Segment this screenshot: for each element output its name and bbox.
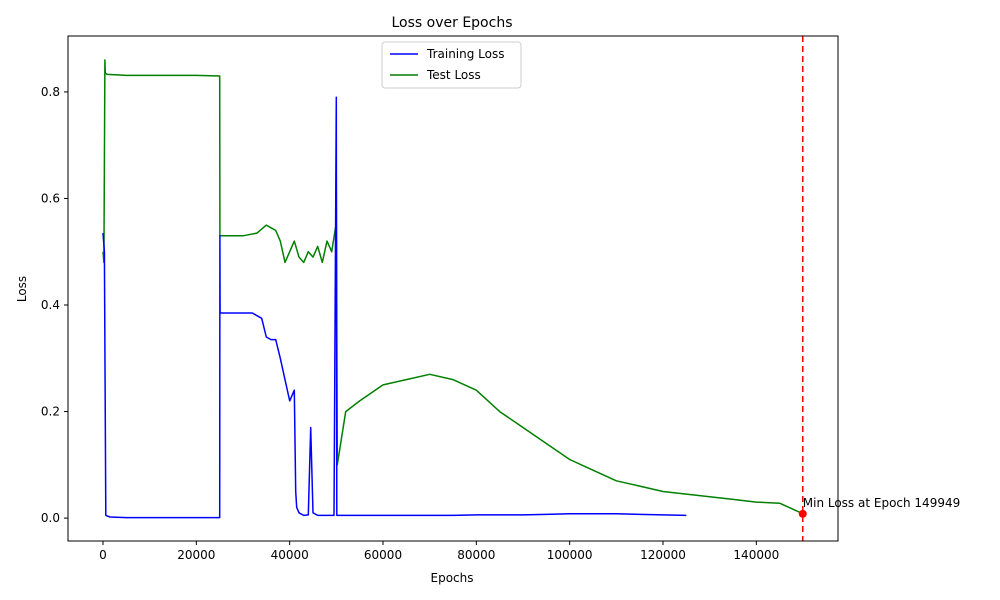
min-loss-annotation: Min Loss at Epoch 149949 — [803, 496, 960, 510]
legend-label-test-loss: Test Loss — [426, 68, 481, 82]
x-tick-label: 20000 — [177, 548, 215, 562]
x-axis: 0 20000 40000 60000 80000 100000 120000 140000 — [99, 541, 779, 562]
y-tick-label: 0.6 — [41, 191, 60, 205]
x-tick-label: 100000 — [547, 548, 593, 562]
y-tick-label: 0.0 — [41, 511, 60, 525]
y-tick-label: 0.4 — [41, 298, 60, 312]
legend: Training Loss Test Loss — [381, 41, 522, 89]
plot-frame — [67, 35, 839, 542]
x-tick-label: 120000 — [640, 548, 686, 562]
x-tick-label: 0 — [99, 548, 107, 562]
y-tick-label: 0.2 — [41, 405, 60, 419]
x-tick-label: 40000 — [271, 548, 309, 562]
series-layer — [102, 59, 804, 519]
legend-label-training-loss: Training Loss — [426, 47, 504, 61]
min-loss-marker — [798, 509, 807, 518]
annotation-layer: Min Loss at Epoch 149949 — [798, 36, 960, 541]
chart-title: Loss over Epochs — [392, 15, 513, 31]
x-axis-title: Epochs — [431, 571, 474, 585]
x-tick-label: 80000 — [457, 548, 495, 562]
training-loss-line — [102, 96, 687, 519]
y-axis: 0.0 0.2 0.4 0.6 0.8 — [41, 85, 68, 525]
x-tick-label: 60000 — [364, 548, 402, 562]
test-loss-line — [102, 59, 804, 515]
x-tick-label: 140000 — [733, 548, 779, 562]
y-axis-title: Loss — [15, 276, 29, 302]
y-tick-label: 0.8 — [41, 85, 60, 99]
